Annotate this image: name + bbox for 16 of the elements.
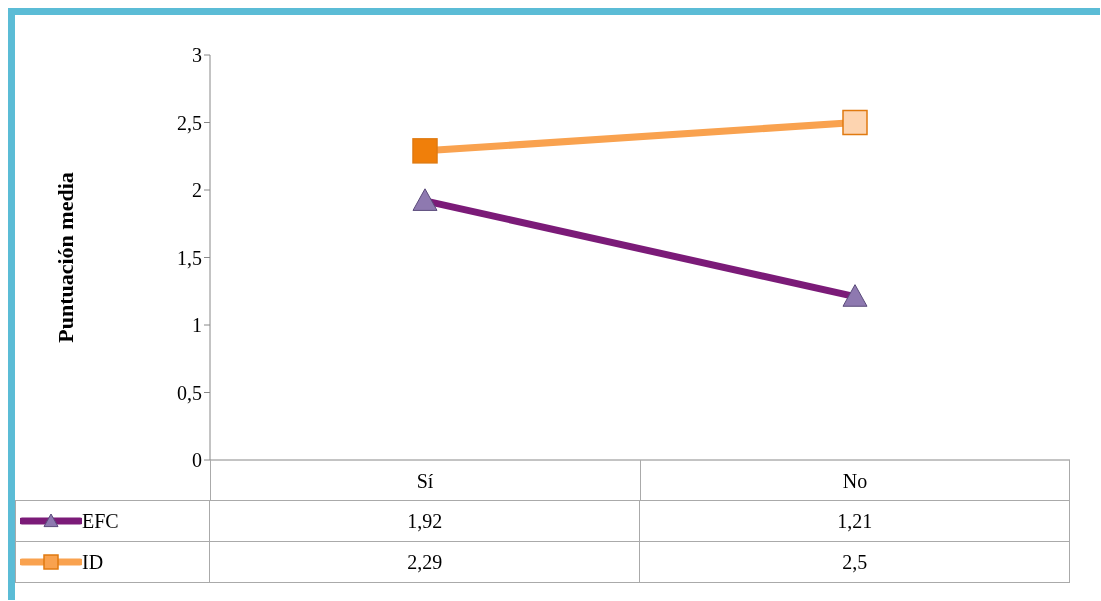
data-label: 2,29 [209, 542, 640, 582]
y-tick-label: 2 [192, 179, 202, 202]
y-tick-label: 0,5 [177, 381, 202, 404]
data-label: 1,92 [209, 501, 640, 541]
data-label: 2,5 [639, 542, 1070, 582]
y-tick-label: 1,5 [177, 246, 202, 269]
y-tick-label: 0 [192, 449, 202, 472]
x-tick-label: No [842, 470, 868, 493]
y-tick-label: 1 [192, 314, 202, 337]
legend-label: ID [82, 550, 104, 574]
legend-label: EFC [82, 509, 119, 533]
y-axis-title: Puntuación media [52, 172, 78, 343]
y-tick-label: 3 [192, 44, 202, 67]
data-label: 1,21 [639, 501, 1070, 541]
y-tick-label: 2,5 [177, 111, 202, 134]
x-tick-label: Sí [416, 470, 434, 493]
